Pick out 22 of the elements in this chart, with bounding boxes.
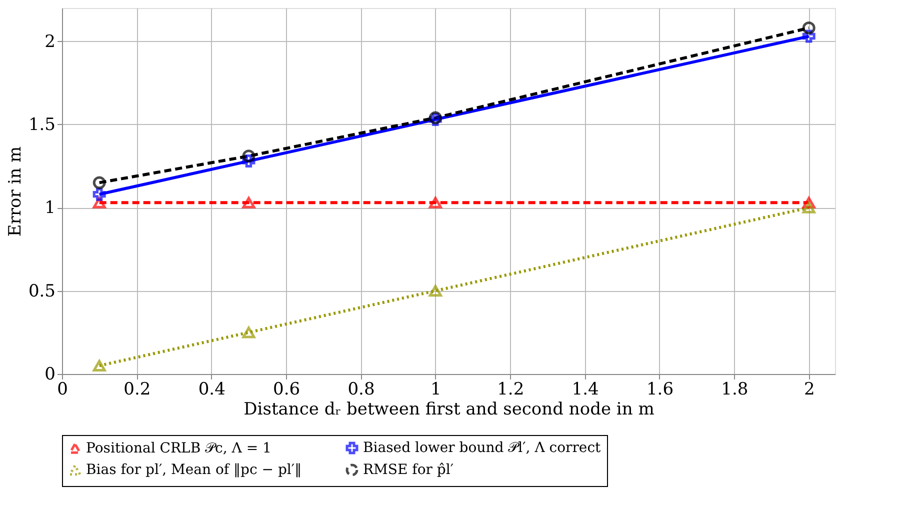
x-tick-label: 0.4 — [198, 380, 226, 400]
x-axis-title: Distance dᵣ between first and second node in m — [244, 400, 654, 420]
y-axis-title: Error in m — [5, 146, 26, 237]
legend-label: Positional CRLB 𝒫c, Λ = 1 — [86, 440, 272, 456]
x-tick-label: 1.4 — [572, 380, 599, 400]
y-tick-label: 2 — [44, 32, 56, 52]
y-tick-label: 1.5 — [28, 114, 56, 135]
legend-label: Biased lower bound 𝒫l′, Λ correct — [363, 440, 602, 456]
x-tick-label: 1.2 — [497, 380, 524, 400]
x-tick-label: 0.6 — [273, 380, 300, 400]
x-tick-label: 2 — [804, 380, 815, 400]
y-tick-label: 0 — [44, 364, 56, 384]
x-tick-label: 0.2 — [124, 380, 151, 400]
x-tick-label: 0 — [57, 380, 68, 400]
legend-label: RMSE for p̂l′ — [363, 462, 454, 478]
legend-label: Bias for pl′, Mean of ‖pc − pl′‖ — [86, 462, 302, 478]
x-tick-label: 1.6 — [646, 380, 674, 400]
x-tick-label: 1.8 — [721, 380, 748, 400]
y-tick-label: 0.5 — [28, 281, 56, 302]
y-tick-label: 1 — [44, 198, 56, 218]
x-tick-label: 1 — [430, 380, 442, 400]
x-tick-label: 0.8 — [348, 380, 375, 400]
